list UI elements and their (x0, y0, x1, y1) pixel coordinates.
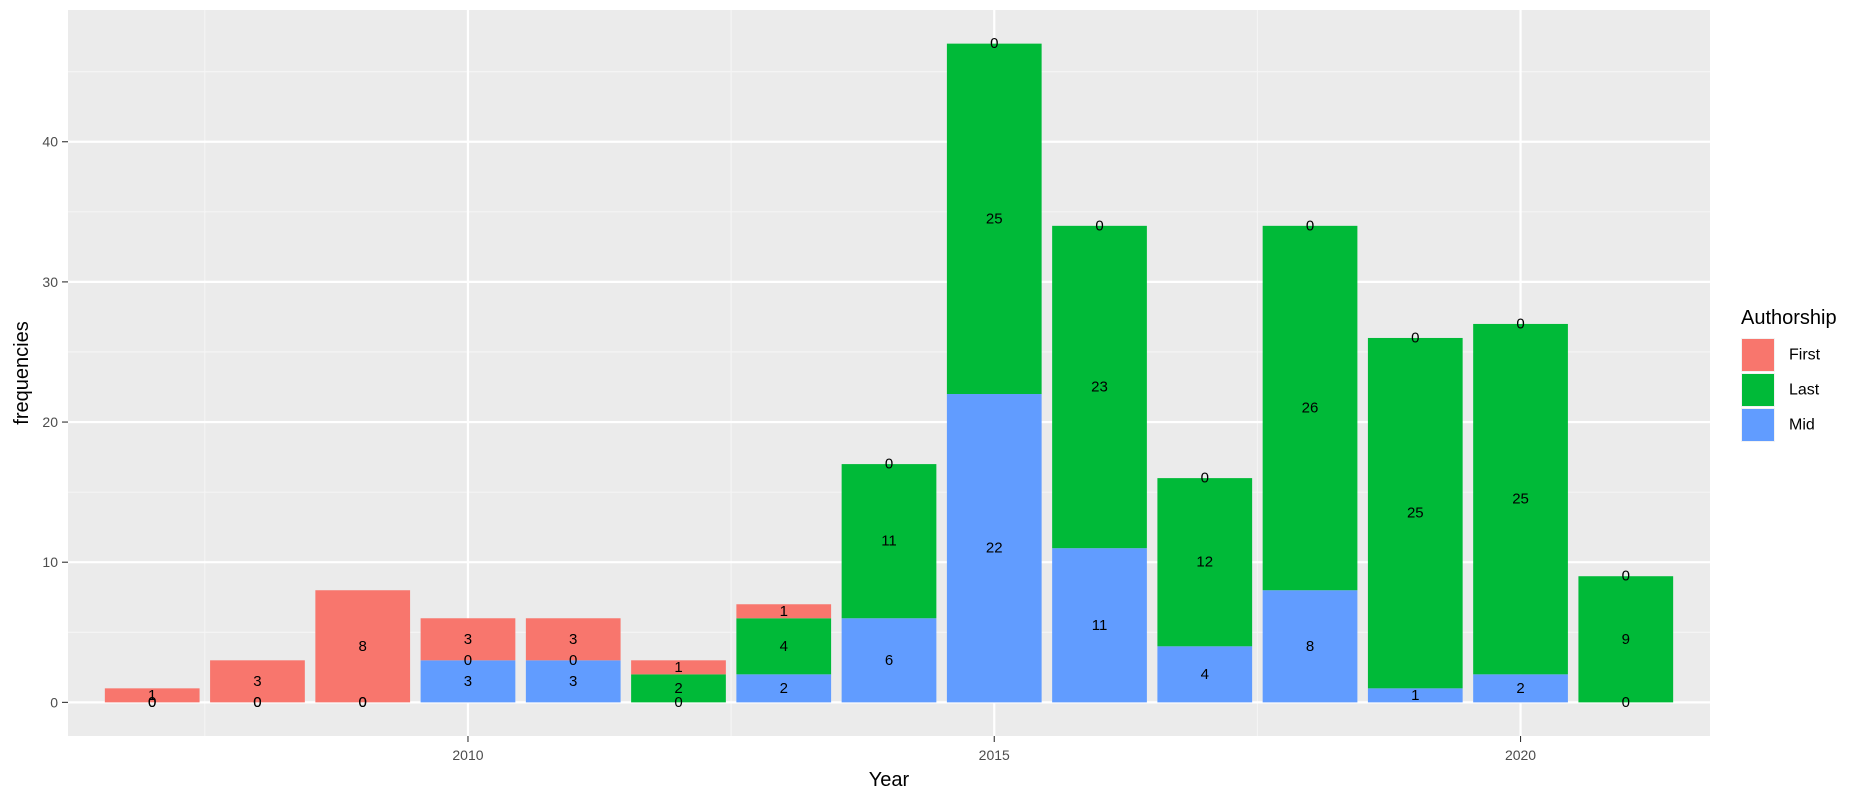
bar-last-2019 (1367, 337, 1463, 689)
data-label-first-2016: 0 (1095, 217, 1103, 234)
legend-swatch-mid (1742, 409, 1774, 441)
x-tick-label: 2015 (979, 747, 1010, 763)
bar-mid-2020 (1473, 674, 1568, 703)
data-label-first-2011: 3 (569, 631, 577, 648)
bars (104, 43, 1674, 703)
bar-mid-2019 (1367, 688, 1463, 703)
data-label-last-2014: 11 (881, 533, 897, 550)
bar-mid-2018 (1262, 590, 1358, 703)
data-label-mid-2014: 6 (885, 652, 893, 669)
data-label-first-2008: 3 (253, 673, 261, 690)
bar-first-2010 (420, 618, 516, 661)
legend-title: Authorship (1741, 307, 1837, 329)
data-label-last-2015: 25 (986, 210, 1003, 227)
bar-mid-2010 (420, 660, 516, 703)
y-axis: 0 10 20 30 40 (42, 134, 68, 710)
bar-mid-2014 (841, 618, 937, 703)
y-tick-label: 20 (42, 414, 58, 430)
data-label-mid-2009: 0 (359, 694, 367, 711)
data-label-mid-2010: 3 (464, 673, 472, 690)
bar-last-2015 (946, 43, 1042, 395)
y-tick-label: 30 (42, 274, 58, 290)
data-label-mid-2019: 1 (1411, 687, 1419, 704)
data-label-mid-2012: 0 (674, 694, 682, 711)
data-label-mid-2020: 2 (1516, 680, 1524, 697)
data-label-first-2009: 8 (359, 638, 367, 655)
bar-mid-2017 (1157, 646, 1253, 703)
data-label-first-2012: 1 (674, 659, 682, 676)
x-tick-label: 2020 (1505, 747, 1536, 763)
data-label-last-2012: 2 (674, 680, 682, 697)
legend-label-mid: Mid (1789, 417, 1815, 434)
bar-mid-2011 (525, 660, 621, 703)
data-label-last-2021: 9 (1622, 631, 1630, 648)
data-label-last-2019: 25 (1407, 505, 1424, 522)
data-label-mid-2021: 0 (1622, 694, 1630, 711)
bar-last-2013 (736, 618, 832, 675)
bar-last-2014 (841, 464, 937, 619)
data-label-first-2010: 3 (464, 631, 472, 648)
data-label-first-2018: 0 (1306, 217, 1314, 234)
bar-first-2007 (104, 688, 200, 703)
data-label-last-2007: 0 (148, 694, 156, 711)
data-label-mid-2018: 8 (1306, 638, 1314, 655)
bar-last-2020 (1473, 323, 1568, 675)
data-label-mid-2011: 3 (569, 673, 577, 690)
data-label-first-2019: 0 (1411, 329, 1419, 346)
data-label-last-2008: 0 (253, 694, 261, 711)
bar-last-2012 (631, 674, 726, 703)
legend-swatch-last (1742, 374, 1774, 406)
data-label-mid-2007: 0 (148, 694, 156, 711)
legend-label-last: Last (1789, 382, 1820, 399)
y-tick-label: 0 (50, 694, 58, 710)
data-label-first-2021: 0 (1622, 568, 1630, 585)
x-axis: 2010 2015 2020 (452, 736, 1536, 763)
data-label-first-2015: 0 (990, 35, 998, 52)
data-label-first-2014: 0 (885, 456, 893, 473)
data-label-last-2013: 4 (780, 638, 788, 655)
data-label-last-2009: 0 (359, 694, 367, 711)
data-label-first-2020: 0 (1516, 315, 1524, 332)
y-axis-title: frequencies (11, 321, 33, 424)
bar-mid-2015 (946, 394, 1042, 703)
y-tick-label: 40 (42, 134, 58, 150)
x-tick-label: 2010 (452, 747, 483, 763)
bar-first-2009 (315, 590, 411, 703)
x-axis-title: Year (869, 769, 910, 791)
bar-last-2016 (1052, 225, 1147, 549)
bar-first-2011 (525, 618, 621, 661)
bar-first-2008 (210, 660, 305, 703)
legend-label-first: First (1789, 347, 1821, 364)
data-label-first-2007: 1 (148, 687, 156, 704)
data-label-last-2011: 0 (569, 652, 577, 669)
data-label-last-2016: 23 (1091, 379, 1108, 396)
bar-mid-2013 (736, 674, 832, 703)
data-label-mid-2013: 2 (780, 680, 788, 697)
data-label-last-2017: 12 (1196, 554, 1213, 571)
data-label-last-2020: 25 (1512, 491, 1529, 508)
bar-last-2017 (1157, 478, 1253, 647)
data-label-mid-2008: 0 (253, 694, 261, 711)
legend: Authorship First Last Mid (1741, 307, 1837, 442)
bar-first-2013 (736, 604, 832, 619)
legend-swatch-first (1742, 339, 1774, 371)
data-labels: 001 0030083033030212416110222501123041208… (148, 35, 1630, 711)
data-label-mid-2015: 22 (986, 540, 1003, 557)
bar-last-2021 (1578, 576, 1674, 703)
data-label-last-2018: 26 (1302, 400, 1319, 417)
data-label-mid-2017: 4 (1201, 666, 1209, 683)
bar-last-2018 (1262, 225, 1358, 591)
bar-mid-2016 (1052, 548, 1147, 703)
data-label-mid-2016: 11 (1092, 617, 1108, 634)
data-label-first-2013: 1 (780, 603, 788, 620)
data-label-first-2017: 0 (1201, 470, 1209, 487)
bar-first-2012 (631, 660, 726, 675)
data-label-last-2010: 0 (464, 652, 472, 669)
y-tick-label: 10 (42, 554, 58, 570)
